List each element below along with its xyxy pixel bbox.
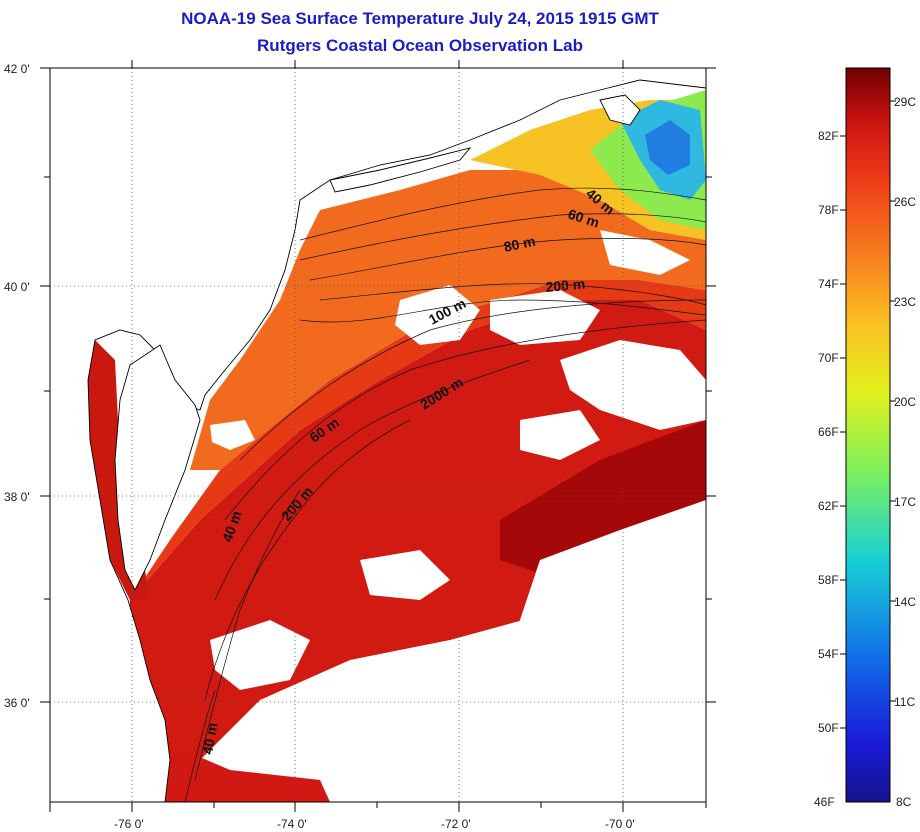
colorbar-f-label: 78F [818,203,839,217]
colorbar-f-label: 74F [818,277,839,291]
land-delmarva [114,344,201,592]
lon-label: -70 0' [605,817,635,831]
colorbar-c-label: 8C [896,795,912,809]
contour-label: 80 m [502,233,537,255]
lat-label: 36 0' [4,696,30,710]
colorbar-c-label: 14C [894,595,916,609]
colorbar-f-label: 82F [818,129,839,143]
longitude-labels: -76 0' -74 0' -72 0' -70 0' [114,817,635,831]
colorbar-c-label: 11C [894,695,915,709]
sst-cold-core [645,120,690,175]
lon-label: -76 0' [114,817,144,831]
colorbar-c-label: 26C [894,195,916,209]
colorbar [845,67,891,803]
colorbar-c-label: 17C [894,495,916,509]
lat-label: 40 0' [4,280,30,294]
contour-label: 200 m [545,276,586,295]
map-subtitle: Rutgers Coastal Ocean Observation Lab [257,36,583,55]
lon-label: -72 0' [441,817,471,831]
lon-label: -74 0' [277,817,307,831]
colorbar-f-label: 66F [818,425,839,439]
colorbar-c-label: 23C [894,295,916,309]
colorbar-fahrenheit-labels: 82F 78F 74F 70F 66F 62F 58F 54F 50F 46F [814,129,839,809]
colorbar-c-label: 29C [894,95,916,109]
map-frame [49,67,707,803]
sst-gulfstream [500,420,706,580]
sst-nearshore [190,170,706,470]
cloud-mask [210,230,706,802]
sst-shelf [130,280,706,600]
lat-label: 42 0' [4,62,30,76]
land-mainland [50,68,706,802]
map-title: NOAA-19 Sea Surface Temperature July 24,… [181,9,659,28]
latitude-labels: 42 0' 40 0' 38 0' 36 0' [4,62,30,710]
land [50,68,706,802]
colorbar-c-label: 20C [894,395,916,409]
colorbar-f-label: 50F [818,721,839,735]
land-cape-cod [599,94,641,126]
bathymetry-contours [184,187,706,802]
lat-label: 38 0' [4,490,30,504]
colorbar-ticks [840,100,896,729]
colorbar-celsius-labels: 29C 26C 23C 20C 17C 14C 11C 8C [894,95,916,809]
land-long-island [329,147,472,193]
axis-ticks [40,60,716,812]
graticule [50,68,706,802]
contour-label: 40 m [199,721,220,755]
colorbar-f-label: 70F [818,351,839,365]
colorbar-f-label: 54F [818,647,839,661]
colorbar-f-label: 62F [818,499,839,513]
colorbar-f-label: 58F [818,573,839,587]
colorbar-f-label: 46F [814,795,835,809]
